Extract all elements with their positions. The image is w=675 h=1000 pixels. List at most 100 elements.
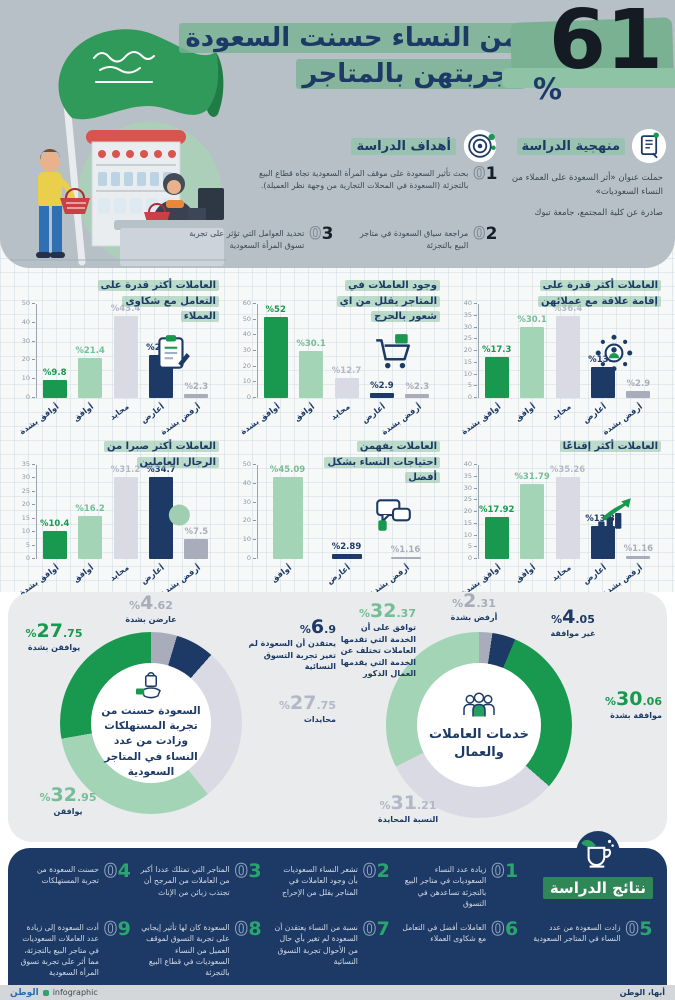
donut-slice-label: %31.21 النسبة المحايدة — [360, 794, 456, 826]
bar-group: %10.4 أوافق بشدة — [17, 465, 72, 597]
result-text: حسنت السعودة من تجربة المستهلكات — [36, 865, 99, 886]
slice-percent: %4.05 — [532, 608, 614, 627]
result-text: تشعر النساء السعوديات بأن وجود العاملات … — [281, 865, 358, 897]
y-axis-tick: 20 — [237, 362, 256, 370]
bar-value-label: %45.09 — [269, 465, 306, 475]
headline-line-1: من النساء حسنت السعودة — [179, 23, 525, 53]
document-icon — [631, 128, 667, 164]
y-axis-tick: 30 — [237, 498, 256, 506]
percent-dec: .9 — [324, 623, 336, 636]
x-axis-label: محايد — [108, 563, 131, 583]
percent-dec: .21 — [416, 799, 437, 812]
x-axis-label: أوافق بشدة — [238, 402, 281, 437]
chart-plot: 0 5 10 15 20 25 30 35 %10.4 أوافق بشدة %16.2 أوافق%… — [16, 460, 216, 598]
alwatan-logo: الوطن infographic — [10, 988, 98, 998]
result-item: 07 نسبة من النساء يعتقدن أن السعودة لم تغ… — [271, 919, 390, 981]
chart-plot: 0 5 10 15 20 25 30 35 40 %17.92 أوافق بشدة %31.79 أو… — [458, 460, 658, 598]
slice-percent: %32.95 — [28, 786, 108, 805]
donut-center: السعودة حسنت من تجربة المستهلكات وزادت م… — [91, 663, 211, 783]
bar-charts-section: العاملات أكثر قدرة على إقامة علاقة مع عم… — [0, 230, 675, 598]
tick-mark — [253, 464, 256, 465]
result-item: 01 زيادة عدد النساء السعوديات في متاجر ال… — [399, 860, 519, 912]
bar-value-label: %30.1 — [517, 315, 547, 326]
tick-mark — [253, 520, 256, 522]
slice-name: يعتقدن أن السعودة لم تغير تجربة التسوق ا… — [248, 639, 336, 672]
result-text: السعودة كان لها تأثير إيجابي على تجربة ا… — [141, 922, 230, 978]
y-axis-tick: 15 — [458, 519, 477, 527]
tick-mark — [32, 531, 35, 533]
slice-name: أرفض بشدة — [450, 613, 498, 622]
bar-value-label: %13.3 — [588, 354, 618, 365]
tick-mark — [474, 338, 477, 340]
result-number: 08 — [234, 917, 262, 940]
bar — [520, 484, 545, 559]
slice-name: النسبة المحايدة — [377, 815, 439, 824]
percent-dec: .95 — [76, 791, 97, 804]
tick-mark — [253, 350, 256, 351]
cup-leaf-icon — [575, 830, 621, 876]
tick-mark — [474, 326, 477, 328]
slice-percent: %30.06 — [574, 690, 662, 709]
y-axis-tick: 20 — [16, 500, 35, 508]
bar — [484, 357, 509, 398]
result-text: المتاجر التي تمتلك عددا أكبر من العاملات… — [140, 865, 230, 897]
number-outline: 0 — [625, 917, 640, 940]
x-axis-label: أعارض — [581, 563, 609, 586]
bar-value-label: %17.92 — [479, 504, 515, 515]
percent-dec: .05 — [575, 613, 595, 626]
bar-group: %17.92 أوافق بشدة — [459, 465, 515, 598]
target-icon — [462, 128, 498, 164]
y-axis-tick: 15 — [458, 358, 477, 366]
donut-slice-label: %6.9 يعتقدن أن السعودة لم تغير تجربة التس… — [244, 618, 336, 673]
y-axis-tick: 0 — [16, 393, 35, 401]
y-axis-tick: 5 — [16, 541, 35, 549]
tick-mark — [32, 321, 35, 323]
y-axis-tick: 0 — [16, 554, 35, 562]
slice-percent: %27.75 — [252, 694, 336, 713]
number-outline: 0 — [491, 860, 505, 882]
x-axis-label: أوافق بشدة — [459, 402, 502, 437]
bar-chart-3: العاملات أكثر قدرة على التعامل مع شكاوى … — [6, 274, 227, 437]
slice-percent: %27.75 — [14, 622, 94, 641]
objectives-block: أهداف الدراسة 01 بحث تأثير السعودة على مو… — [186, 128, 498, 260]
number-digit: 6 — [504, 917, 519, 940]
percent-sign: % — [533, 72, 563, 106]
number-outline: 0 — [234, 917, 249, 940]
bar — [113, 477, 138, 559]
slice-percent: %31.21 — [360, 794, 456, 813]
x-axis-label: أوافق — [268, 563, 293, 584]
hand-bag-icon — [133, 666, 169, 702]
credit-text: أبها، الوطن — [619, 988, 665, 997]
chart-plot: 0 10 20 30 40 50 60 %52 أوافق بشدة %30.1 أوافق %12.… — [237, 299, 437, 437]
chart-plot: 0 10 20 30 40 50 %45.09 أوافق %2.89 أعارض %1.16 أرف… — [237, 460, 437, 598]
tick-mark — [253, 482, 256, 484]
y-axis-tick: 5 — [458, 542, 477, 550]
y-axis-tick: 20 — [237, 516, 256, 524]
x-axis-label: أعارض — [324, 563, 352, 586]
x-axis-label: أعارض — [139, 563, 167, 586]
y-axis-tick: 30 — [16, 337, 35, 345]
tick-mark — [253, 334, 256, 336]
bar — [184, 538, 209, 559]
percent-sign: % — [39, 791, 51, 804]
bar-group: %7.5 أرفض بشدة — [158, 465, 214, 598]
percent-int: 31 — [390, 792, 417, 814]
y-axis-tick: 0 — [458, 554, 477, 562]
y-axis-tick: 35 — [16, 460, 35, 468]
tick-mark — [474, 373, 477, 375]
y-axis-tick: 40 — [458, 299, 477, 307]
y-axis-tick: 20 — [458, 507, 477, 515]
chart-title: العاملات أكثر قدرة على إقامة علاقة مع عم… — [537, 278, 661, 309]
bars-area: %17.3 أوافق بشدة %30.1 أوافق %36.4 محايد %13.3… — [459, 304, 656, 437]
tick-mark — [32, 397, 35, 398]
percent-int: 4 — [562, 606, 576, 628]
result-item: 06 العاملات أفضل في التعامل مع شكاوى العم… — [399, 917, 519, 981]
result-item: 08 السعودة كان لها تأثير إيجابي على تجربة… — [140, 917, 262, 981]
bar-value-label: %2.89 — [331, 541, 362, 552]
result-number: 09 — [103, 919, 131, 939]
bar-value-label: %2.3 — [184, 381, 209, 392]
y-axis-tick: 0 — [237, 393, 256, 401]
network-people-icon — [593, 332, 635, 374]
objective-number: 02 — [473, 225, 498, 243]
